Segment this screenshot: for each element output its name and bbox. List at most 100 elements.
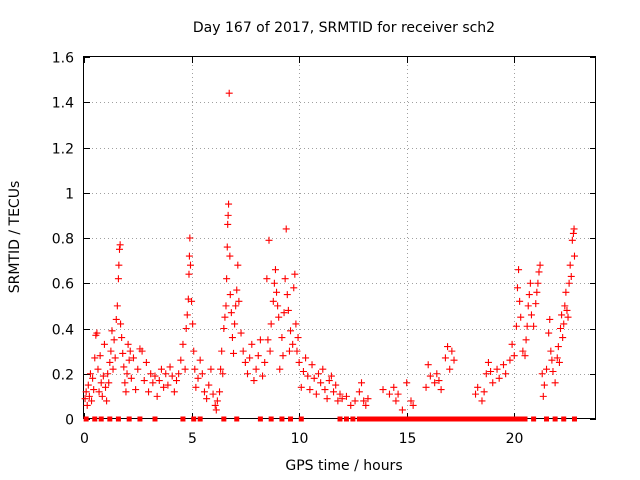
srmtid-point bbox=[547, 347, 555, 355]
y-tick-label: 1.2 bbox=[52, 142, 74, 158]
srmtid-point bbox=[95, 388, 103, 396]
flagged-point bbox=[531, 416, 537, 422]
srmtid-point bbox=[334, 397, 342, 405]
srmtid-point bbox=[97, 379, 105, 387]
flagged-point bbox=[268, 416, 274, 422]
srmtid-point bbox=[123, 370, 131, 378]
srmtid-point bbox=[179, 340, 187, 348]
x-tick-label: 0 bbox=[80, 431, 89, 447]
srmtid-point bbox=[422, 383, 430, 391]
srmtid-point bbox=[280, 309, 288, 317]
srmtid-point bbox=[271, 266, 279, 274]
flagged-point bbox=[380, 416, 386, 422]
srmtid-point bbox=[248, 340, 256, 348]
srmtid-point bbox=[237, 329, 245, 337]
srmtid-point bbox=[189, 320, 197, 328]
chart-title: Day 167 of 2017, SRMTID for receiver sch… bbox=[193, 20, 495, 36]
srmtid-point bbox=[106, 358, 114, 366]
srmtid-point bbox=[115, 261, 123, 269]
srmtid-point bbox=[231, 320, 239, 328]
srmtid-point bbox=[394, 390, 402, 398]
srmtid-point bbox=[508, 340, 516, 348]
srmtid-point bbox=[279, 352, 287, 360]
srmtid-point bbox=[226, 252, 234, 260]
srmtid-point bbox=[535, 268, 543, 276]
flagged-point bbox=[423, 416, 429, 422]
flagged-point bbox=[552, 416, 558, 422]
flagged-point bbox=[360, 416, 366, 422]
flagged-point bbox=[513, 416, 519, 422]
flagged-point bbox=[257, 416, 263, 422]
srmtid-point bbox=[211, 401, 219, 409]
srmtid-point bbox=[310, 374, 318, 382]
srmtid-point bbox=[267, 320, 275, 328]
srmtid-point bbox=[558, 311, 566, 319]
flagged-point bbox=[107, 416, 113, 422]
srmtid-point bbox=[168, 372, 176, 380]
y-tick-label: 1.6 bbox=[52, 51, 74, 67]
srmtid-point bbox=[110, 336, 118, 344]
srmtid-point bbox=[230, 349, 238, 357]
srmtid-point bbox=[282, 225, 290, 233]
srmtid-point bbox=[147, 370, 155, 378]
flagged-point bbox=[449, 416, 455, 422]
srmtid-point bbox=[347, 401, 355, 409]
srmtid-point bbox=[124, 340, 132, 348]
srmtid-point bbox=[107, 347, 115, 355]
srmtid-point bbox=[194, 374, 202, 382]
srmtid-point bbox=[259, 372, 267, 380]
srmtid-point bbox=[155, 377, 163, 385]
srmtid-point bbox=[312, 390, 320, 398]
srmtid-point bbox=[114, 275, 122, 283]
flagged-point bbox=[414, 416, 420, 422]
flagged-point bbox=[419, 416, 425, 422]
srmtid-point bbox=[234, 261, 242, 269]
srmtid-point bbox=[289, 340, 297, 348]
srmtid-point bbox=[559, 334, 567, 342]
srmtid-point bbox=[566, 261, 574, 269]
flagged-point bbox=[436, 416, 442, 422]
srmtid-point bbox=[562, 288, 570, 296]
srmtid-point bbox=[409, 401, 417, 409]
srmtid-point bbox=[243, 370, 251, 378]
srmtid-point bbox=[398, 406, 406, 414]
srmtid-point bbox=[565, 279, 573, 287]
srmtid-point bbox=[287, 327, 295, 335]
srmtid-point bbox=[519, 347, 527, 355]
srmtid-point bbox=[506, 356, 514, 364]
srmtid-point bbox=[480, 388, 488, 396]
srmtid-point bbox=[539, 392, 547, 400]
flagged-point bbox=[343, 416, 349, 422]
srmtid-point bbox=[83, 401, 91, 409]
flagged-point bbox=[298, 416, 304, 422]
srmtid-point bbox=[90, 386, 98, 394]
x-axis: 0 5 10 15 20 bbox=[80, 57, 523, 447]
srmtid-point bbox=[94, 365, 102, 373]
srmtid-point bbox=[226, 291, 234, 299]
srmtid-point bbox=[196, 356, 204, 364]
flagged-point bbox=[137, 416, 143, 422]
srmtid-point bbox=[540, 381, 548, 389]
srmtid-point bbox=[299, 367, 307, 375]
srmtid-point bbox=[227, 309, 235, 317]
srmtid-point bbox=[241, 358, 249, 366]
srmtid-point bbox=[263, 275, 271, 283]
srmtid-point bbox=[554, 343, 562, 351]
srmtid-point bbox=[170, 388, 178, 396]
grid-lines bbox=[84, 57, 596, 419]
x-axis-label: GPS time / hours bbox=[285, 458, 402, 474]
srmtid-point bbox=[121, 379, 129, 387]
srmtid-point bbox=[164, 381, 172, 389]
srmtid-point bbox=[524, 302, 532, 310]
srmtid-point bbox=[281, 275, 289, 283]
flagged-point bbox=[92, 416, 98, 422]
flagged-point bbox=[356, 416, 362, 422]
srmtid-point bbox=[175, 370, 183, 378]
flagged-point bbox=[445, 416, 451, 422]
y-tick-label: 0.8 bbox=[52, 232, 74, 248]
flagged-point bbox=[410, 416, 416, 422]
srmtid-point bbox=[81, 395, 89, 403]
srmtid-point bbox=[293, 347, 301, 355]
flagged-point bbox=[126, 416, 132, 422]
